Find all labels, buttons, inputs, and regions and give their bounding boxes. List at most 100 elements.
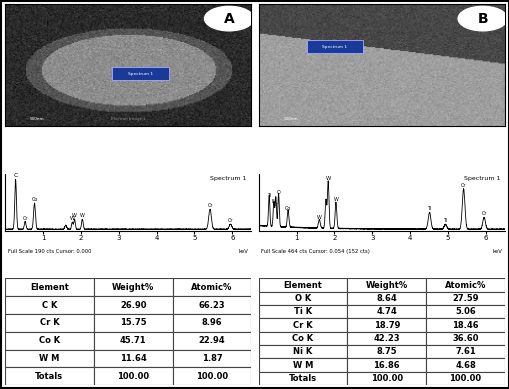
Text: Cr: Cr: [207, 203, 212, 209]
Text: 27.59: 27.59: [451, 294, 478, 303]
FancyBboxPatch shape: [94, 296, 172, 314]
FancyBboxPatch shape: [426, 372, 504, 385]
Text: Atomic%: Atomic%: [444, 280, 485, 290]
Text: Cr K: Cr K: [40, 319, 59, 328]
FancyBboxPatch shape: [426, 358, 504, 372]
Text: 11.64: 11.64: [120, 354, 146, 363]
FancyBboxPatch shape: [258, 332, 347, 345]
FancyBboxPatch shape: [94, 314, 172, 332]
Text: Ti: Ti: [442, 218, 447, 223]
Text: 100.00: 100.00: [195, 372, 228, 381]
Text: O: O: [276, 190, 280, 195]
Text: Spectrum 1: Spectrum 1: [210, 176, 246, 180]
FancyBboxPatch shape: [172, 367, 251, 385]
FancyBboxPatch shape: [426, 332, 504, 345]
Text: 45.71: 45.71: [120, 336, 146, 345]
Circle shape: [457, 6, 506, 31]
Text: 100.00: 100.00: [448, 374, 480, 383]
FancyBboxPatch shape: [94, 367, 172, 385]
Text: Ti: Ti: [427, 207, 431, 211]
Text: Co: Co: [31, 197, 38, 202]
Text: 16.86: 16.86: [373, 361, 399, 370]
FancyBboxPatch shape: [426, 292, 504, 305]
Text: B: B: [476, 12, 487, 26]
FancyBboxPatch shape: [347, 305, 426, 319]
FancyBboxPatch shape: [347, 358, 426, 372]
FancyBboxPatch shape: [172, 279, 251, 296]
Text: 5.06: 5.06: [454, 307, 475, 316]
Text: Spectrum 1: Spectrum 1: [322, 45, 347, 49]
Text: C: C: [13, 173, 18, 179]
Text: Ti: Ti: [267, 193, 271, 198]
FancyBboxPatch shape: [94, 279, 172, 296]
FancyBboxPatch shape: [5, 279, 94, 296]
FancyBboxPatch shape: [258, 305, 347, 319]
FancyBboxPatch shape: [347, 372, 426, 385]
Text: Weight%: Weight%: [365, 280, 407, 290]
Text: W M: W M: [39, 354, 60, 363]
Text: Spectrum 1: Spectrum 1: [463, 176, 499, 180]
Text: Cr K: Cr K: [293, 321, 312, 329]
Text: Electron Image 1: Electron Image 1: [364, 117, 399, 121]
FancyBboxPatch shape: [258, 372, 347, 385]
Text: 100.00: 100.00: [117, 372, 149, 381]
Text: Co K: Co K: [39, 336, 60, 345]
FancyBboxPatch shape: [426, 279, 504, 292]
Text: W: W: [72, 213, 77, 218]
Text: W: W: [325, 175, 330, 180]
FancyBboxPatch shape: [172, 332, 251, 350]
Text: 8.75: 8.75: [376, 347, 396, 356]
FancyBboxPatch shape: [258, 358, 347, 372]
Text: N: N: [271, 199, 275, 204]
Text: Full Scale 464 cts Cursor: 0.054 (152 cts): Full Scale 464 cts Cursor: 0.054 (152 ct…: [261, 249, 370, 254]
Text: 66.23: 66.23: [198, 301, 225, 310]
FancyBboxPatch shape: [258, 319, 347, 332]
Circle shape: [204, 6, 253, 31]
Text: 15.75: 15.75: [120, 319, 146, 328]
Text: W: W: [70, 216, 75, 221]
Text: 36.60: 36.60: [451, 334, 478, 343]
Text: Cr: Cr: [460, 183, 465, 188]
FancyBboxPatch shape: [5, 367, 94, 385]
FancyBboxPatch shape: [426, 319, 504, 332]
Text: O K: O K: [294, 294, 310, 303]
Text: Weight%: Weight%: [112, 283, 154, 292]
FancyBboxPatch shape: [347, 279, 426, 292]
Text: Cr: Cr: [272, 202, 278, 207]
FancyBboxPatch shape: [347, 332, 426, 345]
FancyBboxPatch shape: [94, 350, 172, 367]
Text: Spectrum 1: Spectrum 1: [128, 72, 153, 76]
Text: keV: keV: [492, 249, 501, 254]
Text: 4.68: 4.68: [454, 361, 475, 370]
FancyBboxPatch shape: [426, 305, 504, 319]
FancyBboxPatch shape: [347, 345, 426, 358]
FancyBboxPatch shape: [347, 292, 426, 305]
FancyBboxPatch shape: [5, 332, 94, 350]
Text: 7.61: 7.61: [454, 347, 475, 356]
FancyBboxPatch shape: [258, 292, 347, 305]
Text: keV: keV: [239, 249, 248, 254]
Text: Totals: Totals: [289, 374, 317, 383]
Text: Co K: Co K: [292, 334, 313, 343]
Text: A: A: [223, 12, 234, 26]
FancyBboxPatch shape: [172, 314, 251, 332]
Text: Full Scale 190 cts Cursor: 0.000: Full Scale 190 cts Cursor: 0.000: [8, 249, 91, 254]
Text: W: W: [316, 215, 321, 220]
Text: Ti K: Ti K: [293, 307, 312, 316]
Text: 42.23: 42.23: [373, 334, 399, 343]
Text: 4.74: 4.74: [376, 307, 397, 316]
FancyBboxPatch shape: [347, 319, 426, 332]
FancyBboxPatch shape: [172, 296, 251, 314]
Text: Cr: Cr: [228, 218, 233, 223]
FancyBboxPatch shape: [426, 345, 504, 358]
FancyBboxPatch shape: [112, 67, 168, 81]
FancyBboxPatch shape: [258, 345, 347, 358]
Text: Ni K: Ni K: [293, 347, 312, 356]
Text: 18.79: 18.79: [373, 321, 399, 329]
Text: W: W: [80, 213, 84, 218]
Text: Electron Image 1: Electron Image 1: [110, 117, 145, 121]
Text: W M: W M: [292, 361, 313, 370]
Text: 100.00: 100.00: [370, 374, 402, 383]
Text: W: W: [333, 197, 338, 202]
FancyBboxPatch shape: [258, 279, 347, 292]
